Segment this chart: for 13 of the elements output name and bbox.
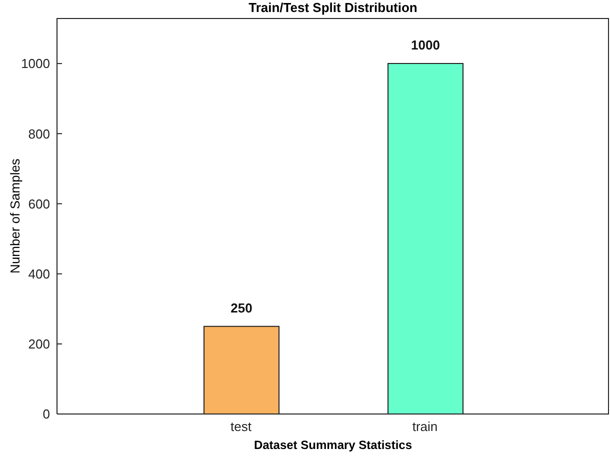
y-tick-label: 200 bbox=[28, 336, 50, 352]
x-tick-label: test bbox=[230, 419, 252, 434]
y-tick-label: 400 bbox=[28, 266, 50, 282]
chart-title: Train/Test Split Distribution bbox=[248, 0, 418, 15]
data-label: 250 bbox=[230, 300, 252, 316]
y-tick-label: 600 bbox=[28, 196, 50, 212]
data-label: 1000 bbox=[411, 38, 440, 53]
y-axis-title: Number of Samples bbox=[8, 158, 22, 274]
y-tick-label: 800 bbox=[28, 126, 50, 142]
x-axis-title: Dataset Summary Statistics bbox=[252, 438, 414, 452]
y-tick-label: 1000 bbox=[21, 56, 50, 72]
y-tick-label: 0 bbox=[42, 406, 50, 422]
x-tick-label: train bbox=[412, 419, 438, 434]
